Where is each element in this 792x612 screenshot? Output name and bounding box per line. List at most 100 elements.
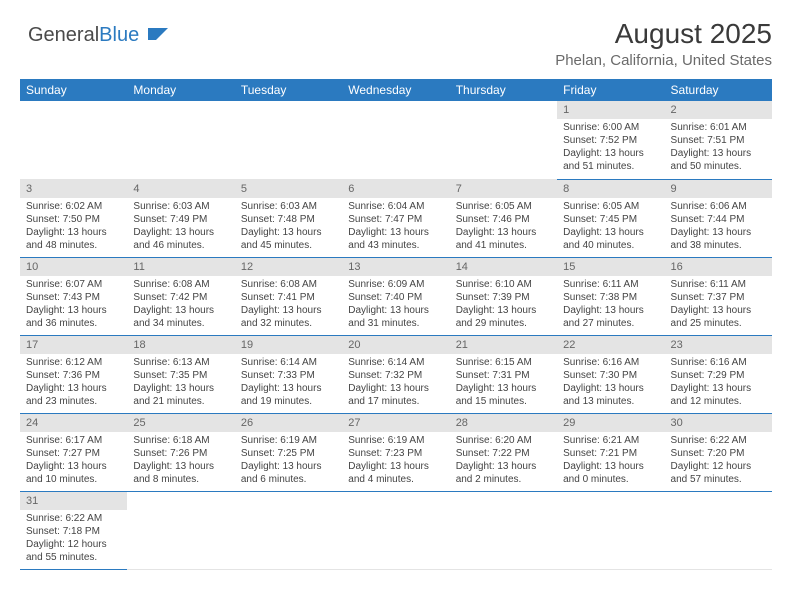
- calendar-row: 3Sunrise: 6:02 AMSunset: 7:50 PMDaylight…: [20, 179, 772, 257]
- sunrise-line: Sunrise: 6:17 AM: [26, 434, 121, 447]
- calendar-cell-empty: [342, 491, 449, 569]
- day-details: Sunrise: 6:00 AMSunset: 7:52 PMDaylight:…: [557, 119, 664, 177]
- daylight-line: Daylight: 12 hours and 55 minutes.: [26, 538, 121, 564]
- sunset-line: Sunset: 7:41 PM: [241, 291, 336, 304]
- sunset-line: Sunset: 7:18 PM: [26, 525, 121, 538]
- day-number: 11: [127, 258, 234, 276]
- calendar-cell: 14Sunrise: 6:10 AMSunset: 7:39 PMDayligh…: [450, 257, 557, 335]
- calendar-cell: 22Sunrise: 6:16 AMSunset: 7:30 PMDayligh…: [557, 335, 664, 413]
- sunrise-line: Sunrise: 6:16 AM: [563, 356, 658, 369]
- daylight-line: Daylight: 12 hours and 57 minutes.: [671, 460, 766, 486]
- calendar-cell: 21Sunrise: 6:15 AMSunset: 7:31 PMDayligh…: [450, 335, 557, 413]
- sunset-line: Sunset: 7:25 PM: [241, 447, 336, 460]
- day-number: 14: [450, 258, 557, 276]
- calendar-cell: 28Sunrise: 6:20 AMSunset: 7:22 PMDayligh…: [450, 413, 557, 491]
- calendar-body: 1Sunrise: 6:00 AMSunset: 7:52 PMDaylight…: [20, 101, 772, 569]
- sunrise-line: Sunrise: 6:19 AM: [348, 434, 443, 447]
- daylight-line: Daylight: 13 hours and 4 minutes.: [348, 460, 443, 486]
- day-number: 13: [342, 258, 449, 276]
- calendar-cell: 5Sunrise: 6:03 AMSunset: 7:48 PMDaylight…: [235, 179, 342, 257]
- calendar-cell: 6Sunrise: 6:04 AMSunset: 7:47 PMDaylight…: [342, 179, 449, 257]
- day-number: 28: [450, 414, 557, 432]
- calendar-cell: 19Sunrise: 6:14 AMSunset: 7:33 PMDayligh…: [235, 335, 342, 413]
- day-details: Sunrise: 6:15 AMSunset: 7:31 PMDaylight:…: [450, 354, 557, 412]
- daylight-line: Daylight: 13 hours and 38 minutes.: [671, 226, 766, 252]
- sunset-line: Sunset: 7:48 PM: [241, 213, 336, 226]
- calendar-cell: 18Sunrise: 6:13 AMSunset: 7:35 PMDayligh…: [127, 335, 234, 413]
- sunset-line: Sunset: 7:50 PM: [26, 213, 121, 226]
- calendar-cell-empty: [235, 491, 342, 569]
- daylight-line: Daylight: 13 hours and 25 minutes.: [671, 304, 766, 330]
- sunset-line: Sunset: 7:30 PM: [563, 369, 658, 382]
- daylight-line: Daylight: 13 hours and 46 minutes.: [133, 226, 228, 252]
- calendar-cell: 24Sunrise: 6:17 AMSunset: 7:27 PMDayligh…: [20, 413, 127, 491]
- day-number: 22: [557, 336, 664, 354]
- sunrise-line: Sunrise: 6:01 AM: [671, 121, 766, 134]
- daylight-line: Daylight: 13 hours and 8 minutes.: [133, 460, 228, 486]
- day-number: 25: [127, 414, 234, 432]
- day-details: Sunrise: 6:19 AMSunset: 7:25 PMDaylight:…: [235, 432, 342, 490]
- day-details: Sunrise: 6:09 AMSunset: 7:40 PMDaylight:…: [342, 276, 449, 334]
- day-number: 10: [20, 258, 127, 276]
- sunrise-line: Sunrise: 6:15 AM: [456, 356, 551, 369]
- sunset-line: Sunset: 7:29 PM: [671, 369, 766, 382]
- sunset-line: Sunset: 7:44 PM: [671, 213, 766, 226]
- day-details: Sunrise: 6:11 AMSunset: 7:37 PMDaylight:…: [665, 276, 772, 334]
- sunrise-line: Sunrise: 6:06 AM: [671, 200, 766, 213]
- daylight-line: Daylight: 13 hours and 6 minutes.: [241, 460, 336, 486]
- day-details: Sunrise: 6:22 AMSunset: 7:20 PMDaylight:…: [665, 432, 772, 490]
- logo: GeneralBlue: [28, 24, 170, 47]
- sunrise-line: Sunrise: 6:20 AM: [456, 434, 551, 447]
- daylight-line: Daylight: 13 hours and 36 minutes.: [26, 304, 121, 330]
- sunrise-line: Sunrise: 6:11 AM: [563, 278, 658, 291]
- day-details: Sunrise: 6:03 AMSunset: 7:48 PMDaylight:…: [235, 198, 342, 256]
- weekday-header: Friday: [557, 79, 664, 101]
- sunrise-line: Sunrise: 6:10 AM: [456, 278, 551, 291]
- sunrise-line: Sunrise: 6:05 AM: [456, 200, 551, 213]
- calendar-cell-empty: [127, 491, 234, 569]
- sunset-line: Sunset: 7:21 PM: [563, 447, 658, 460]
- calendar-row: 1Sunrise: 6:00 AMSunset: 7:52 PMDaylight…: [20, 101, 772, 179]
- calendar-cell-empty: [235, 101, 342, 179]
- calendar-cell: 31Sunrise: 6:22 AMSunset: 7:18 PMDayligh…: [20, 491, 127, 569]
- sunset-line: Sunset: 7:46 PM: [456, 213, 551, 226]
- calendar-row: 10Sunrise: 6:07 AMSunset: 7:43 PMDayligh…: [20, 257, 772, 335]
- daylight-line: Daylight: 13 hours and 43 minutes.: [348, 226, 443, 252]
- calendar-cell: 7Sunrise: 6:05 AMSunset: 7:46 PMDaylight…: [450, 179, 557, 257]
- calendar-cell: 25Sunrise: 6:18 AMSunset: 7:26 PMDayligh…: [127, 413, 234, 491]
- day-number: 12: [235, 258, 342, 276]
- day-details: Sunrise: 6:16 AMSunset: 7:30 PMDaylight:…: [557, 354, 664, 412]
- sunrise-line: Sunrise: 6:21 AM: [563, 434, 658, 447]
- sunrise-line: Sunrise: 6:22 AM: [671, 434, 766, 447]
- sunset-line: Sunset: 7:38 PM: [563, 291, 658, 304]
- daylight-line: Daylight: 13 hours and 34 minutes.: [133, 304, 228, 330]
- calendar-cell: 26Sunrise: 6:19 AMSunset: 7:25 PMDayligh…: [235, 413, 342, 491]
- daylight-line: Daylight: 13 hours and 31 minutes.: [348, 304, 443, 330]
- day-number: 18: [127, 336, 234, 354]
- day-number: 8: [557, 180, 664, 198]
- day-number: 26: [235, 414, 342, 432]
- daylight-line: Daylight: 13 hours and 41 minutes.: [456, 226, 551, 252]
- day-details: Sunrise: 6:14 AMSunset: 7:32 PMDaylight:…: [342, 354, 449, 412]
- day-number: 9: [665, 180, 772, 198]
- daylight-line: Daylight: 13 hours and 23 minutes.: [26, 382, 121, 408]
- logo-text-a: General: [28, 24, 99, 46]
- day-number: 17: [20, 336, 127, 354]
- sunrise-line: Sunrise: 6:14 AM: [241, 356, 336, 369]
- calendar-cell-empty: [450, 491, 557, 569]
- day-number: 15: [557, 258, 664, 276]
- day-details: Sunrise: 6:08 AMSunset: 7:42 PMDaylight:…: [127, 276, 234, 334]
- weekday-header-row: SundayMondayTuesdayWednesdayThursdayFrid…: [20, 79, 772, 101]
- sunrise-line: Sunrise: 6:22 AM: [26, 512, 121, 525]
- day-details: Sunrise: 6:21 AMSunset: 7:21 PMDaylight:…: [557, 432, 664, 490]
- calendar-cell: 20Sunrise: 6:14 AMSunset: 7:32 PMDayligh…: [342, 335, 449, 413]
- weekday-header: Monday: [127, 79, 234, 101]
- sunset-line: Sunset: 7:47 PM: [348, 213, 443, 226]
- daylight-line: Daylight: 13 hours and 13 minutes.: [563, 382, 658, 408]
- day-number: 23: [665, 336, 772, 354]
- day-number: 3: [20, 180, 127, 198]
- calendar-cell: 27Sunrise: 6:19 AMSunset: 7:23 PMDayligh…: [342, 413, 449, 491]
- weekday-header: Wednesday: [342, 79, 449, 101]
- sunset-line: Sunset: 7:37 PM: [671, 291, 766, 304]
- day-number: 29: [557, 414, 664, 432]
